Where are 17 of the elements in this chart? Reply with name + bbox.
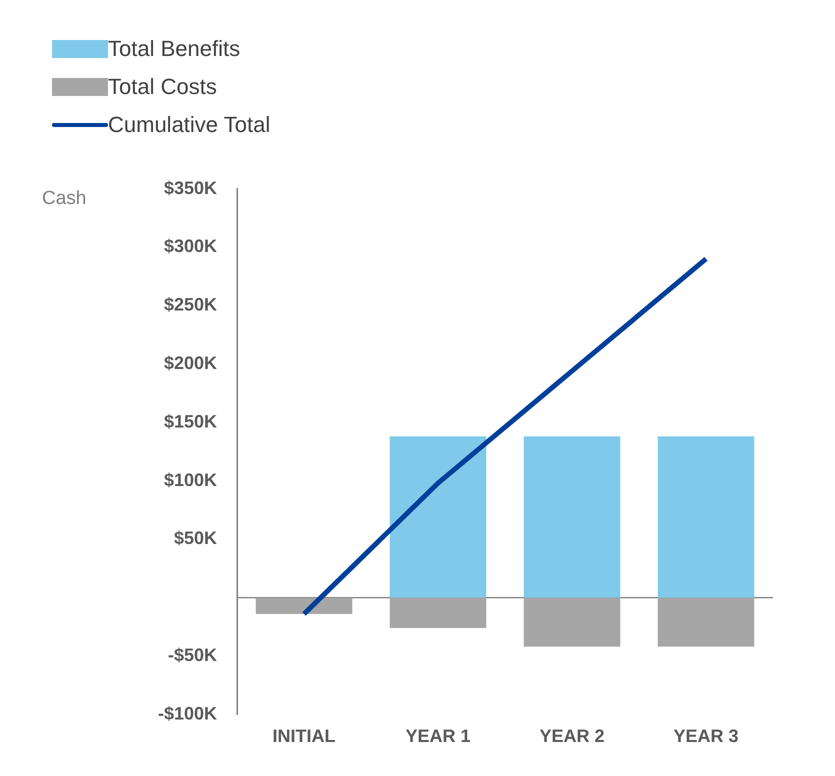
- y-tick-label: -$100K: [158, 703, 218, 724]
- y-tick-label: $200K: [164, 352, 218, 373]
- x-tick-label: YEAR 3: [673, 726, 739, 746]
- x-tick-label: YEAR 1: [406, 726, 471, 746]
- x-tick-label: INITIAL: [272, 726, 336, 746]
- y-tick-label: $250K: [164, 294, 218, 315]
- y-tick-label: $50K: [174, 528, 218, 548]
- legend-label: Total Costs: [108, 73, 217, 101]
- y-axis-title: Cash: [42, 188, 86, 210]
- x-tick-label: YEAR 2: [540, 726, 605, 746]
- y-tick-label: $300K: [164, 236, 218, 256]
- y-tick-label: $150K: [164, 411, 218, 432]
- y-tick-label: $350K: [164, 178, 218, 198]
- legend-label: Cumulative Total: [108, 111, 270, 139]
- legend-label: Total Benefits: [108, 35, 240, 63]
- y-tick-label: -$50K: [168, 644, 218, 665]
- y-tick-label: $100K: [164, 470, 218, 490]
